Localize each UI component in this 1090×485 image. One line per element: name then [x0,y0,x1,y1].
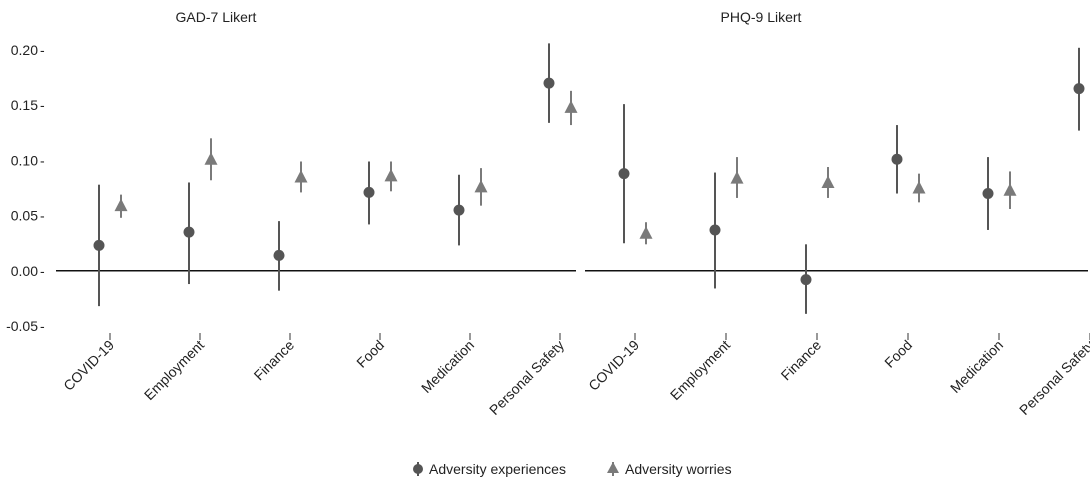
x-tick-label: Finance [251,337,298,384]
y-tick-label: 0.05 [11,208,38,224]
point-worries [730,171,744,184]
x-tick-label: Employment [667,337,733,403]
legend-label-experiences: Adversity experiences [429,461,566,477]
panel-title: PHQ-9 Likert [721,9,802,25]
point-worries [564,100,578,113]
point-experiences [982,188,994,200]
x-tick-label: COVID-19 [60,337,117,394]
point-worries [1003,183,1017,196]
point-worries [474,179,488,193]
point-experiences [891,153,903,165]
x-tick-label: Employment [141,337,207,403]
point-experiences [183,226,195,238]
x-tick-label: Food [353,337,387,371]
x-tick-label: Medication [947,337,1006,396]
legend-marker-experiences [413,464,423,474]
legend-marker-worries [607,462,619,473]
point-worries [384,168,398,182]
point-worries [294,169,308,183]
point-worries [204,152,218,165]
x-tick-label: Medication [418,337,477,396]
legend-label-worries: Adversity worries [625,461,732,477]
point-experiences [1073,83,1085,95]
y-tick-label: -0.05 [6,318,38,334]
point-experiences [453,204,465,216]
y-tick-label: 0.00 [11,263,38,279]
y-tick-dash: - [40,97,45,113]
x-tick-label: Personal Safety [486,337,567,418]
point-worries [639,226,653,239]
x-tick-label: Finance [778,337,825,384]
y-tick-dash: - [40,42,45,58]
point-experiences [618,168,630,180]
x-tick-label: Food [881,337,915,371]
point-experiences [363,186,375,198]
y-tick-dash: - [40,152,45,168]
y-tick-dash: - [40,208,45,224]
point-experiences [543,77,555,89]
point-experiences [800,274,812,286]
y-tick-label: 0.20 [11,42,38,58]
point-experiences [709,224,721,236]
point-worries [821,175,835,188]
y-tick-label: 0.15 [11,97,38,113]
y-tick-dash: - [40,318,45,334]
point-worries [912,181,926,194]
point-worries [114,198,128,212]
point-experiences [273,249,285,261]
x-tick-label: Personal Safety [1016,337,1090,418]
point-experiences [93,239,105,251]
y-tick-label: 0.10 [11,152,38,168]
y-tick-dash: - [40,263,45,279]
panel-title: GAD-7 Likert [176,9,257,25]
x-tick-label: COVID-19 [585,337,642,394]
